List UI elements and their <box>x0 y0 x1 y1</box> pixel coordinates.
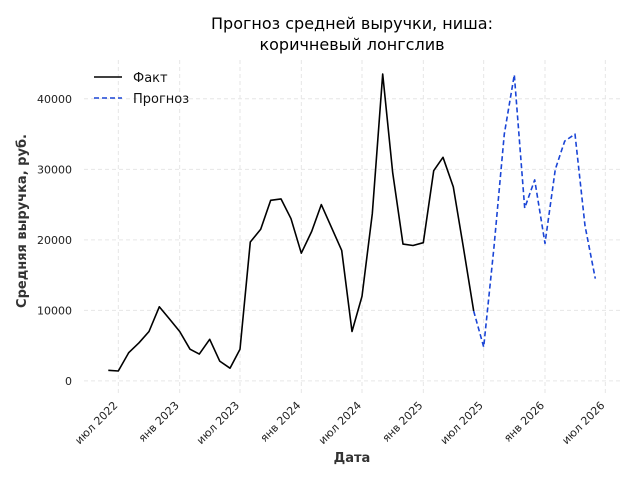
y-tick-label: 40000 <box>37 93 72 106</box>
x-tick-label: июл 2024 <box>316 399 364 447</box>
x-tick-label: июл 2026 <box>559 399 607 447</box>
legend-label-fact: Факт <box>133 71 168 86</box>
y-axis-ticks: 0 10000 20000 30000 40000 <box>37 93 72 388</box>
y-tick-label: 20000 <box>37 234 72 247</box>
series-line-forecast <box>472 74 597 348</box>
y-tick-label: 30000 <box>37 163 72 176</box>
x-axis-ticks: июл 2022 янв 2023 июл 2023 янв 2024 июл 2024… <box>72 399 607 447</box>
x-tick-label: июл 2023 <box>194 399 242 447</box>
x-axis-label: Дата <box>334 451 371 466</box>
x-tick-label: янв 2025 <box>380 399 426 445</box>
y-tick-label: 10000 <box>37 304 72 317</box>
grid <box>84 60 622 395</box>
series-line-fact <box>108 73 475 372</box>
legend: Факт Прогноз <box>94 71 189 107</box>
chart-title-line2: коричневый лонгслив <box>259 35 444 54</box>
x-tick-label: июл 2025 <box>438 399 486 447</box>
x-tick-label: июл 2022 <box>72 399 120 447</box>
legend-label-forecast: Прогноз <box>133 92 189 107</box>
series-lines <box>108 73 597 372</box>
y-tick-label: 0 <box>65 375 72 388</box>
x-tick-label: янв 2023 <box>136 399 182 445</box>
x-tick-label: янв 2024 <box>258 399 304 445</box>
chart-title: Прогноз средней выручки, ниша: <box>211 14 493 33</box>
y-axis-label: Средняя выручка, руб. <box>15 134 30 308</box>
x-tick-label: янв 2026 <box>501 399 547 445</box>
